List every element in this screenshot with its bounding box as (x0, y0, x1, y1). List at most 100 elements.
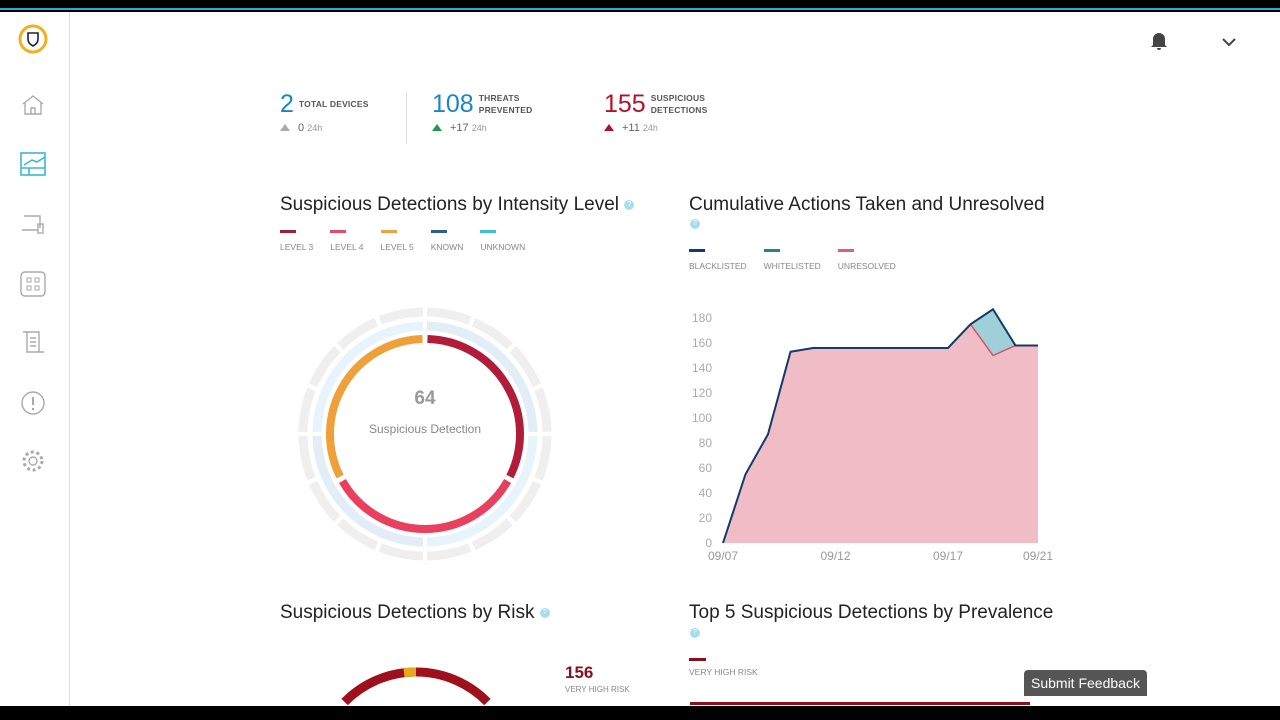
y-tick-label: 120 (692, 386, 712, 400)
blacklisted-line (722, 307, 1038, 544)
submit-feedback-button[interactable]: Submit Feedback (1024, 670, 1147, 696)
help-icon[interactable]: ? (690, 628, 700, 638)
intensity-donut (298, 307, 552, 561)
stat-delta: +11 (622, 122, 640, 134)
stat-period: 24h (471, 123, 487, 133)
y-tick-label: 20 (699, 511, 713, 525)
donut-slice-level-4[interactable] (338, 478, 512, 533)
legend-item[interactable]: LEVEL 4 (330, 230, 364, 252)
stat-value: 155 (604, 90, 646, 118)
legend-label: UNKNOWN (480, 242, 526, 252)
legend-swatch (763, 249, 780, 252)
outer-ring-segment (308, 480, 341, 522)
outer-ring-segment (298, 387, 316, 433)
legend-label: LEVEL 3 (280, 242, 314, 252)
prevalence-legend-label: VERY HIGH RISK (689, 667, 758, 677)
legend-swatch (430, 230, 447, 233)
outer-ring-segment (298, 435, 316, 481)
logo-icon[interactable] (18, 24, 48, 54)
legend-item[interactable]: UNRESOLVED (837, 249, 896, 271)
stat-2: 155 SUSPICIOUS DETECTIONS +11 24h (604, 92, 708, 134)
devices-icon[interactable] (18, 209, 48, 239)
legend-swatch (837, 249, 854, 252)
donut-slice-level-5[interactable] (326, 335, 423, 479)
outer-ring-segment (378, 307, 424, 325)
risk-value: 156 (565, 663, 594, 682)
legend-item[interactable]: KNOWN (430, 230, 464, 252)
legend-label: KNOWN (430, 242, 464, 252)
dashboard-page: 2 TOTAL DEVICES 0 24h 108 THREATS PREVENT… (0, 12, 1280, 706)
stat-label: DETECTIONS (650, 105, 708, 115)
legend-item[interactable]: LEVEL 3 (280, 230, 313, 252)
dashboard-icon[interactable] (18, 149, 48, 179)
help-icon[interactable]: ? (624, 199, 635, 210)
alerts-icon[interactable] (18, 388, 48, 418)
risk-arc-high (403, 667, 417, 678)
stat-value: 2 (280, 90, 294, 118)
outer-ring-segment (471, 518, 513, 551)
help-icon[interactable]: ? (690, 219, 700, 229)
stat-value: 108 (432, 90, 474, 118)
y-tick-label: 40 (699, 486, 713, 500)
middle-ring-segment (312, 435, 424, 547)
legend-label: BLACKLISTED (689, 261, 747, 271)
window-bottom-bar (0, 706, 1280, 720)
middle-ring-segment (312, 321, 424, 433)
settings-icon[interactable] (18, 446, 48, 476)
legend-swatch (689, 658, 706, 661)
cumulative-legend: BLACKLISTED WHITELISTED UNRESOLVED (689, 249, 913, 271)
prevalence-bar (690, 702, 1030, 705)
legend-label: UNRESOLVED (837, 261, 896, 271)
middle-ring-segment (426, 321, 538, 433)
arrow-up-icon (432, 124, 442, 131)
chevron-down-icon[interactable] (1222, 34, 1236, 52)
outer-ring-segment (534, 387, 552, 433)
stat-delta: +17 (450, 122, 469, 134)
apps-icon[interactable] (18, 269, 48, 299)
x-tick-label: 09/12 (820, 549, 850, 562)
arrow-up-icon (280, 124, 290, 131)
cumulative-area-chart: 0 20 40 60 80 100 120 140 160 180 09/07 09/12 09/17 0… (692, 307, 1053, 562)
y-tick-label: 60 (699, 461, 713, 475)
risk-donut (341, 667, 491, 706)
outer-ring-segment (337, 317, 379, 350)
donut-center-label: Suspicious Detection (368, 422, 482, 436)
risk-value-label: VERY HIGH RISK (565, 685, 630, 694)
risk-title: Suspicious Detections by Risk ? (280, 602, 550, 624)
help-icon[interactable]: ? (539, 607, 550, 618)
intensity-legend: LEVEL 3 LEVEL 4 LEVEL 5 KNOWN UNKNOWN (280, 230, 542, 252)
stat-0: 2 TOTAL DEVICES 0 24h (280, 92, 369, 134)
legend-swatch (330, 230, 347, 233)
legend-swatch (380, 230, 397, 233)
donut-slice-level-3[interactable] (427, 335, 524, 479)
outer-ring-segment (308, 346, 341, 388)
stat-period: 24h (307, 123, 323, 133)
y-tick-label: 160 (692, 336, 712, 350)
outer-ring-segment (378, 543, 424, 561)
bell-icon[interactable] (1150, 30, 1168, 55)
legend-item[interactable]: BLACKLISTED (689, 249, 747, 271)
arrow-up-icon (604, 124, 614, 131)
y-tick-label: 0 (705, 536, 712, 550)
stat-label: PREVENTED (478, 105, 533, 115)
reports-icon[interactable] (18, 328, 48, 358)
stat-delta: 0 (298, 122, 305, 134)
stat-label: SUSPICIOUS (650, 93, 706, 103)
home-icon[interactable] (18, 90, 48, 120)
outer-ring-segment (426, 543, 472, 561)
sidebar (0, 12, 70, 706)
outer-ring-segment (471, 317, 513, 350)
legend-item[interactable]: UNKNOWN (480, 230, 525, 252)
legend-swatch (480, 230, 497, 233)
window-top-bar (0, 0, 1280, 10)
legend-item[interactable]: LEVEL 5 (380, 230, 414, 252)
stat-label: TOTAL DEVICES (298, 99, 369, 109)
legend-item[interactable]: WHITELISTED (763, 249, 821, 271)
legend-swatch (280, 230, 296, 233)
outer-ring-segment (509, 346, 542, 388)
stat-period: 24h (642, 123, 658, 133)
prevalence-title: Top 5 Suspicious Detections by Prevalenc… (689, 602, 1054, 623)
legend-swatch (689, 249, 705, 252)
legend-label: LEVEL 5 (380, 242, 414, 252)
outer-ring-segment (534, 435, 552, 481)
